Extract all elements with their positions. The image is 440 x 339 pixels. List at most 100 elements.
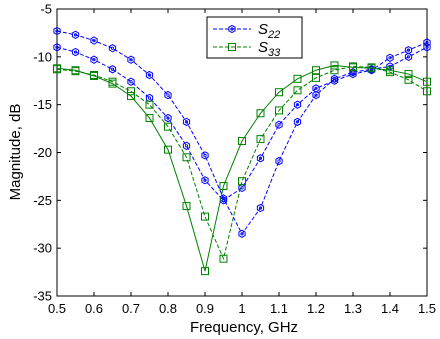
data-point [164, 113, 172, 123]
series-0 [53, 26, 431, 238]
data-point [71, 30, 80, 40]
series-layer [53, 26, 431, 276]
data-point [275, 106, 283, 115]
series-1 [53, 38, 431, 205]
data-point [145, 70, 154, 80]
data-point [404, 45, 413, 55]
x-tick-label: 0.6 [85, 301, 103, 316]
data-point-center [166, 93, 170, 97]
data-point [293, 74, 302, 83]
x-tick-label: 1.4 [381, 301, 399, 316]
data-point [423, 43, 431, 52]
data-point-center [388, 56, 392, 60]
data-point [275, 88, 283, 97]
y-tick-label: -10 [33, 49, 52, 64]
series-line [56, 64, 428, 272]
data-point-center [406, 55, 411, 59]
data-point [145, 93, 154, 103]
data-point [108, 44, 117, 53]
y-tick-label: -20 [33, 145, 52, 160]
data-point-center [203, 178, 207, 182]
data-point [238, 177, 246, 186]
data-point [53, 26, 61, 36]
y-tick-label: -30 [33, 241, 52, 256]
data-point [404, 75, 413, 84]
data-point [182, 202, 191, 211]
data-point [71, 47, 80, 57]
data-point [293, 117, 302, 127]
data-point [127, 55, 135, 64]
data-point [201, 151, 209, 160]
data-point [127, 87, 135, 96]
data-point-center [314, 93, 318, 97]
legend-label-subscript: 33 [268, 47, 281, 59]
data-point-center [258, 206, 263, 210]
data-point [238, 229, 246, 238]
data-point-center [425, 40, 429, 45]
data-point-center [332, 79, 337, 83]
data-point-center [277, 123, 281, 127]
data-point [182, 141, 191, 150]
data-point [312, 84, 320, 93]
x-tick-label: 0.5 [48, 301, 66, 316]
y-axis-label: Magnitude, dB [7, 104, 24, 201]
data-point [164, 122, 172, 131]
legend-marker-center [230, 27, 234, 31]
data-point [219, 254, 228, 263]
data-point [201, 212, 209, 221]
data-point [349, 69, 357, 79]
data-point [256, 203, 265, 213]
data-point-center [221, 198, 226, 202]
x-tick-label: 0.8 [159, 301, 177, 316]
data-point [219, 181, 228, 190]
data-point-center [147, 96, 152, 100]
legend-label-subscript: 22 [267, 29, 280, 41]
data-point-center [184, 144, 189, 148]
series-3 [53, 61, 431, 276]
data-point [71, 66, 80, 75]
data-point [127, 92, 135, 101]
data-point-center [55, 45, 59, 49]
data-point [330, 76, 339, 85]
data-point [293, 100, 302, 109]
data-point [330, 61, 339, 70]
data-point [164, 145, 172, 154]
data-point-center [277, 159, 281, 163]
x-axis-label: Frequency, GHz [190, 319, 298, 336]
data-point [108, 79, 117, 88]
data-point-center [73, 50, 78, 54]
series-line [56, 65, 428, 261]
data-point [256, 135, 265, 144]
data-point [423, 77, 431, 86]
data-point-center [240, 232, 244, 236]
data-point-center [129, 58, 133, 62]
data-point [386, 66, 394, 75]
data-point-center [295, 120, 300, 124]
data-point [256, 154, 265, 163]
legend-box [206, 16, 303, 59]
x-tick-label: 1 [238, 301, 245, 316]
x-tick-label: 0.9 [196, 301, 214, 316]
x-tick-label: 1.5 [418, 301, 436, 316]
series-line [56, 42, 428, 201]
data-point [238, 183, 246, 193]
data-point [145, 100, 154, 109]
data-point [312, 66, 320, 75]
data-point [164, 90, 172, 100]
data-point-center [110, 46, 115, 50]
data-point [367, 64, 376, 73]
ticks: 0.5 0.6 0.7 0.8 0.9 1 1.1 1.2 1.3 1.4 1.5 -35 -30 -25… [33, 2, 436, 317]
data-point-center [184, 120, 189, 124]
x-tick-label: 0.7 [122, 301, 140, 316]
data-point-center [92, 38, 96, 43]
data-point-center [351, 72, 355, 76]
data-point [404, 70, 413, 79]
data-point-center [295, 103, 300, 107]
data-point [90, 36, 98, 45]
data-point-center [258, 156, 263, 160]
y-tick-label: -15 [33, 97, 52, 112]
data-point [90, 71, 98, 80]
x-tick-label: 1.2 [307, 301, 325, 316]
